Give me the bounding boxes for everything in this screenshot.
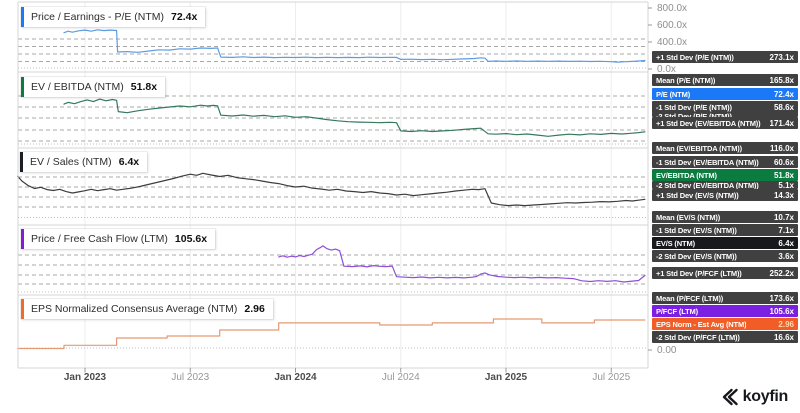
- legend-label: -1 Std Dev (EV/EBITDA (NTM)): [656, 157, 759, 167]
- legend-value: 51.8x: [773, 170, 794, 180]
- x-axis-label: Jan 2024: [274, 372, 317, 383]
- legend-label: P/FCF (LTM): [656, 306, 698, 316]
- ev-sales-accent-bar: [20, 152, 23, 172]
- legend-label: +1 Std Dev (EV/EBITDA (NTM)): [656, 118, 761, 128]
- legend-item: Mean (EV/S (NTM)) 10.7x: [652, 211, 798, 223]
- panel-title-text: Price / Earnings - P/E (NTM): [31, 11, 165, 23]
- legend-item: -1 Std Dev (EV/EBITDA (NTM)) 60.6x: [652, 156, 798, 168]
- legend-value: 173.6x: [769, 293, 794, 303]
- legend-label: -1 Std Dev (P/E (NTM)): [656, 102, 732, 112]
- legend-label: P/E (NTM): [656, 89, 691, 99]
- panel-current-value: 51.8x: [130, 81, 158, 93]
- legend-label: Mean (EV/S (NTM)): [656, 212, 721, 222]
- legend-item: -1 Std Dev (EV/S (NTM)) 7.1x: [652, 224, 798, 236]
- legend-item: EPS Norm - Est Avg (NTM) 2.96: [652, 318, 798, 330]
- panel-title-ev-sales[interactable]: EV / Sales (NTM) 6.4x: [20, 152, 148, 172]
- panel-current-value: 105.6x: [174, 233, 208, 245]
- legend-item: -2 Std Dev (EV/S (NTM)) 3.6x: [652, 250, 798, 262]
- y-axis-label: 0.00: [657, 345, 677, 356]
- panel-title-pfcf[interactable]: Price / Free Cash Flow (LTM) 105.6x: [21, 229, 216, 249]
- legend-item: -2 Std Dev (P/E (NTM)): [652, 112, 798, 117]
- legend-item: Mean (EV/EBITDA (NTM)) 116.0x: [652, 142, 798, 154]
- panel-title-text: EV / EBITDA (NTM): [31, 81, 124, 93]
- panel-title-pe[interactable]: Price / Earnings - P/E (NTM) 72.4x: [21, 7, 206, 27]
- x-axis-label: Jul 2023: [171, 372, 210, 383]
- legend-value: 60.6x: [773, 157, 794, 167]
- y-axis-label: 600.0x: [657, 20, 688, 31]
- koyfin-logo-text: koyfin: [742, 388, 789, 405]
- legend-label: -2 Std Dev (EV/S (NTM)): [656, 251, 737, 261]
- legend-item: EV/EBITDA (NTM) 51.8x: [652, 169, 798, 181]
- legend-item: Mean (P/FCF (LTM)) 173.6x: [652, 292, 798, 304]
- koyfin-watermark: koyfin: [719, 387, 788, 407]
- legend-value: 5.1x: [778, 181, 794, 189]
- legend-value: 2.96: [778, 319, 794, 329]
- legend-label: +1 Std Dev (P/FCF (LTM)): [656, 268, 742, 278]
- x-axis-label: Jul 2025: [592, 372, 631, 383]
- panel-current-value: 6.4x: [118, 156, 140, 168]
- legend-label: EPS Norm - Est Avg (NTM): [656, 319, 747, 329]
- panel-current-value: 72.4x: [171, 11, 198, 23]
- legend-label: -2 Std Dev (P/E (NTM)): [656, 112, 732, 117]
- legend-label: +1 Std Dev (EV/S (NTM)): [656, 190, 739, 200]
- x-axis-label: Jan 2025: [484, 372, 528, 383]
- x-axis-label: Jul 2024: [381, 372, 420, 383]
- ev-ebitda-accent-bar: [21, 77, 24, 97]
- pfcf-accent-bar: [21, 229, 24, 249]
- legend-item: +1 Std Dev (EV/S (NTM)) 14.3x: [652, 189, 798, 201]
- legend-value: 116.0x: [769, 143, 794, 153]
- legend-value: 72.4x: [773, 89, 794, 99]
- legend-item: EV/S (NTM) 6.4x: [652, 237, 798, 249]
- legend-value: 171.4x: [769, 118, 794, 128]
- legend-value: 7.1x: [778, 225, 794, 235]
- legend-label: Mean (P/FCF (LTM)): [656, 293, 724, 303]
- legend-item: Mean (P/E (NTM)) 165.8x: [652, 74, 798, 86]
- legend-label: -2 Std Dev (P/FCF (LTM)): [656, 332, 740, 342]
- legend-item: P/FCF (LTM) 105.6x: [652, 305, 798, 317]
- y-axis-label: 0.0x: [657, 64, 676, 75]
- x-axis-label: Jan 2023: [63, 372, 107, 383]
- legend-item: +1 Std Dev (P/FCF (LTM)) 252.2x: [652, 267, 798, 279]
- legend-value: 105.6x: [769, 306, 794, 316]
- legend-label: -2 Std Dev (EV/EBITDA (NTM)): [656, 181, 759, 189]
- legend-value: 16.6x: [773, 332, 794, 342]
- legend-value: 165.8x: [769, 75, 794, 85]
- legend-label: +1 Std Dev (P/E (NTM)): [656, 52, 734, 62]
- legend-item: -2 Std Dev (P/FCF (LTM)) 16.6x: [652, 331, 798, 343]
- legend-label: Mean (P/E (NTM)): [656, 75, 716, 85]
- legend-item: +1 Std Dev (P/E (NTM)) 273.1x: [652, 51, 798, 63]
- panel-title-text: Price / Free Cash Flow (LTM): [31, 233, 168, 245]
- legend-item: -1 Std Dev (P/E (NTM)) 58.6x: [652, 101, 798, 113]
- legend-value: 14.3x: [773, 190, 794, 200]
- eps-accent-bar: [21, 299, 24, 319]
- legend-label: Mean (EV/EBITDA (NTM)): [656, 143, 743, 153]
- panel-title-text: EPS Normalized Consensus Average (NTM): [31, 303, 238, 315]
- panel-title-eps[interactable]: EPS Normalized Consensus Average (NTM) 2…: [21, 299, 273, 319]
- legend-label: EV/S (NTM): [656, 238, 695, 248]
- legend-item: +1 Std Dev (EV/EBITDA (NTM)) 171.4x: [652, 117, 798, 129]
- y-axis-label: 800.0x: [657, 3, 688, 14]
- panel-title-ev-ebitda[interactable]: EV / EBITDA (NTM) 51.8x: [21, 77, 166, 97]
- pe-accent-bar: [21, 7, 24, 27]
- koyfin-chevrons-icon: [722, 388, 738, 406]
- y-axis-label: 400.0x: [657, 37, 688, 48]
- legend-item: -2 Std Dev (EV/EBITDA (NTM)) 5.1x: [652, 181, 798, 189]
- legend-item: P/E (NTM) 72.4x: [652, 88, 798, 100]
- legend-value: 10.7x: [773, 212, 794, 222]
- legend-value: 58.6x: [773, 102, 794, 112]
- legend-value: 3.6x: [778, 251, 794, 261]
- legend-label: EV/EBITDA (NTM): [656, 170, 717, 180]
- legend-value: 252.2x: [769, 268, 794, 278]
- panel-current-value: 2.96: [244, 303, 265, 315]
- legend-value: 273.1x: [769, 52, 794, 62]
- legend-label: -1 Std Dev (EV/S (NTM)): [656, 225, 737, 235]
- panel-title-text: EV / Sales (NTM): [30, 156, 112, 168]
- legend-value: 6.4x: [778, 238, 794, 248]
